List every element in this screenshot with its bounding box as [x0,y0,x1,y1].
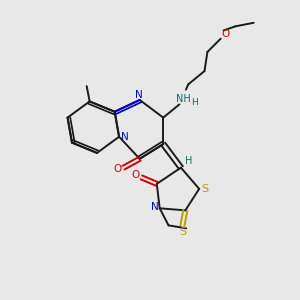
Text: NH: NH [176,94,191,104]
Text: O: O [113,164,122,174]
Text: H: H [191,98,198,107]
Text: O: O [131,170,140,180]
Text: N: N [135,90,143,100]
Text: N: N [151,202,158,212]
Text: S: S [179,227,187,237]
Text: S: S [202,184,208,194]
Text: H: H [184,156,192,166]
Text: N: N [121,132,128,142]
Text: O: O [222,29,230,39]
